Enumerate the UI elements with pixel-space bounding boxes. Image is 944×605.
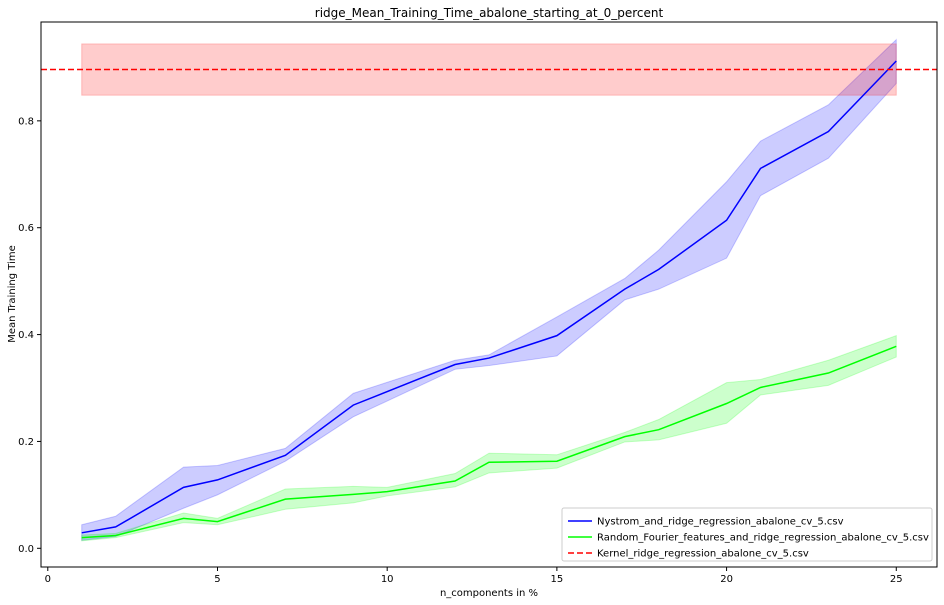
chart-title: ridge_Mean_Training_Time_abalone_startin… xyxy=(315,6,664,20)
series-0-line xyxy=(81,60,897,534)
series-lines xyxy=(41,60,937,539)
x-tick-label: 0 xyxy=(45,574,51,585)
series-1-band xyxy=(81,334,897,542)
legend-box xyxy=(561,507,933,562)
x-tick-label: 20 xyxy=(720,574,733,585)
y-tick-label: 0.6 xyxy=(18,223,34,234)
x-tick-label: 15 xyxy=(551,574,564,585)
x-axis-label: n_components in % xyxy=(440,588,538,599)
legend-entry-label: Nystrom_and_ridge_regression_abalone_cv_… xyxy=(597,517,844,528)
x-tick-label: 5 xyxy=(214,574,220,585)
y-tick-label: 0.8 xyxy=(18,116,34,127)
y-axis-label: Mean Training Time xyxy=(7,245,18,343)
y-tick-label: 0.2 xyxy=(18,437,34,448)
x-tick-label: 10 xyxy=(381,574,394,585)
y-tick-label: 0.4 xyxy=(18,330,34,341)
series-1-line xyxy=(81,345,897,539)
x-tick-label: 25 xyxy=(890,574,903,585)
y-axis-ticks: 0.0 0.2 0.4 0.6 0.8 xyxy=(18,116,41,555)
series-0-band xyxy=(81,38,897,541)
legend-entry-label: Kernel_ridge_regression_abalone_cv_5.csv xyxy=(597,549,809,560)
legend: Nystrom_and_ridge_regression_abalone_cv_… xyxy=(561,507,933,562)
x-axis-ticks: 0 5 10 15 20 25 xyxy=(45,567,903,585)
legend-entry-label: Random_Fourier_features_and_ridge_regres… xyxy=(597,533,929,544)
y-tick-label: 0.0 xyxy=(18,544,34,555)
plot-frame xyxy=(40,21,938,568)
